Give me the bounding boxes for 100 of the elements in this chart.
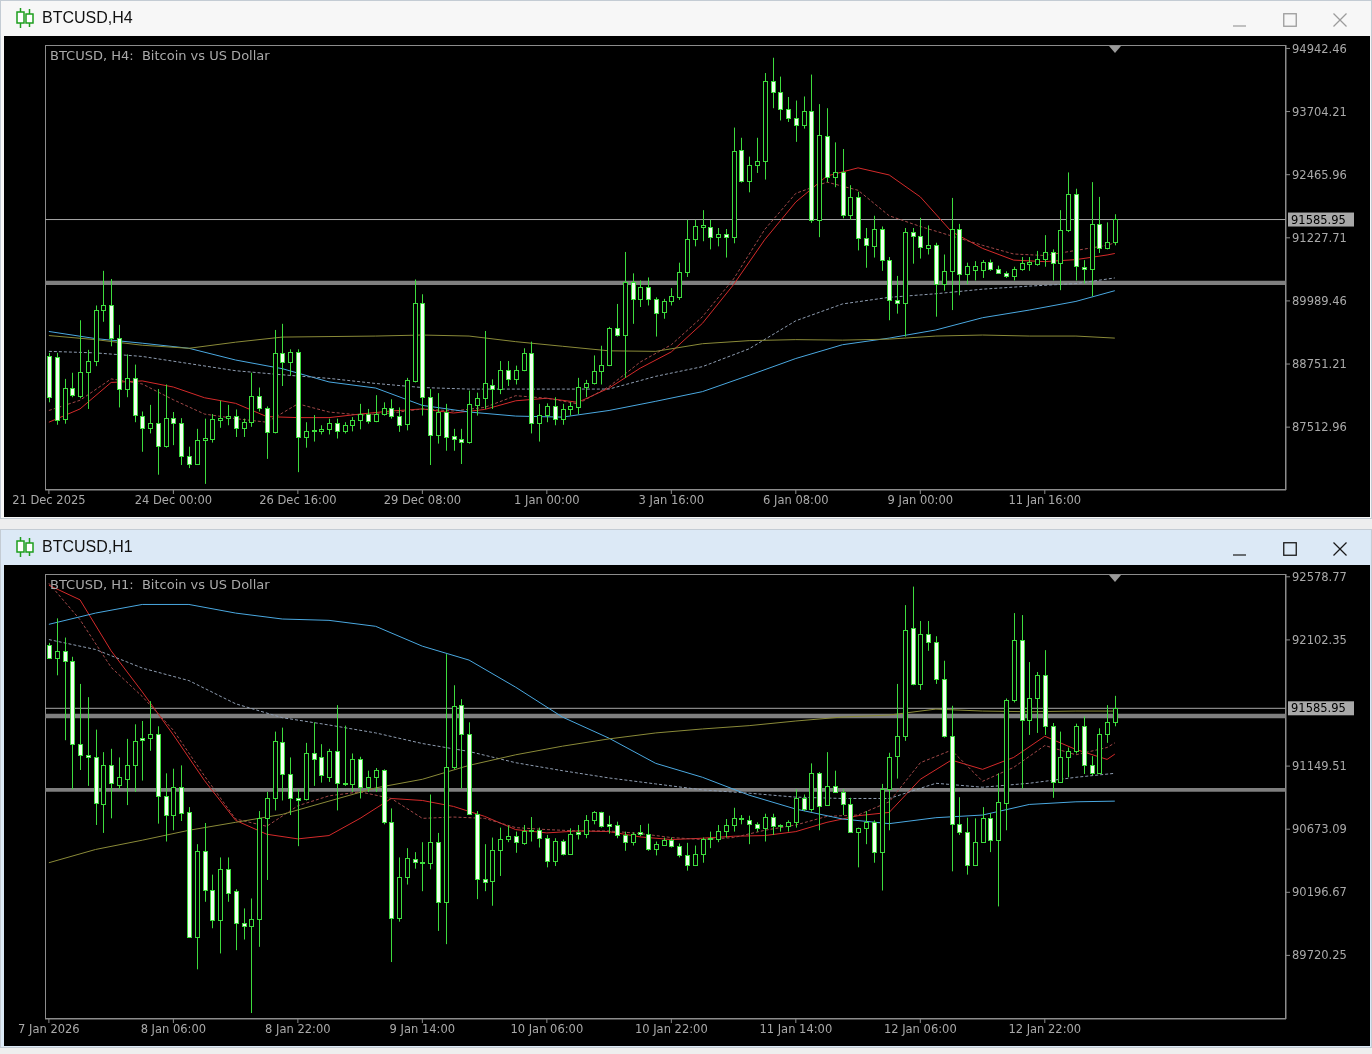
candlestick bbox=[490, 378, 495, 410]
candlestick bbox=[428, 794, 433, 870]
candlestick bbox=[553, 396, 558, 426]
x-tick-label: 9 Jan 14:00 bbox=[389, 1022, 456, 1037]
candlestick bbox=[568, 827, 573, 856]
x-tick-label: 3 Jan 16:00 bbox=[638, 493, 705, 508]
candlestick bbox=[716, 227, 721, 247]
candlestick bbox=[763, 813, 768, 843]
candlestick bbox=[498, 360, 503, 395]
candlestick bbox=[981, 806, 986, 843]
x-tick-label: 8 Jan 22:00 bbox=[265, 1022, 331, 1037]
candlestick bbox=[312, 721, 317, 787]
candlestick bbox=[164, 772, 169, 843]
y-tick-label: 89720.25 bbox=[1292, 948, 1347, 963]
candlestick bbox=[288, 756, 293, 816]
candlestick bbox=[187, 446, 192, 469]
candlestick bbox=[755, 137, 760, 174]
candlestick bbox=[265, 405, 270, 460]
candlestick bbox=[226, 404, 231, 426]
candlestick bbox=[545, 402, 550, 423]
candlestick bbox=[957, 796, 962, 836]
candlestick bbox=[405, 847, 410, 886]
candlestick bbox=[86, 696, 91, 787]
y-tick-label: 92102.35 bbox=[1292, 632, 1347, 647]
candlestick bbox=[778, 76, 783, 121]
x-tick-label: 29 Dec 08:00 bbox=[383, 493, 462, 508]
candlestick bbox=[794, 788, 799, 829]
chart-subtitle: BTCUSD, H1: Bitcoin vs US Dollar bbox=[50, 577, 270, 593]
candlestick bbox=[203, 418, 208, 485]
candlestick bbox=[242, 418, 247, 438]
x-tick-label: 10 Jan 22:00 bbox=[634, 1022, 708, 1037]
candlestick bbox=[965, 262, 970, 285]
candlestick bbox=[872, 215, 877, 259]
candlestick bbox=[1066, 747, 1071, 778]
chart-title: BTCUSD,H1 bbox=[42, 537, 133, 557]
candlestick bbox=[553, 837, 558, 867]
candlestick bbox=[78, 683, 83, 771]
candlestick bbox=[257, 387, 262, 412]
candlestick bbox=[101, 270, 106, 323]
x-tick-label: 11 Jan 16:00 bbox=[1008, 493, 1082, 508]
ref-line-label: 91585.95 bbox=[1291, 212, 1346, 227]
candlestick bbox=[343, 725, 348, 787]
y-tick-label: 91149.51 bbox=[1292, 759, 1347, 774]
candlestick bbox=[864, 227, 869, 269]
candlestick bbox=[506, 360, 511, 387]
candlestick bbox=[537, 827, 542, 848]
candlestick bbox=[140, 411, 145, 453]
x-tick-label: 12 Jan 22:00 bbox=[1008, 1022, 1082, 1037]
candlestick bbox=[1090, 755, 1095, 776]
candlestick bbox=[148, 700, 153, 752]
candlestick bbox=[358, 403, 363, 430]
candlestick bbox=[140, 720, 145, 782]
x-tick-label: 26 Dec 16:00 bbox=[259, 493, 337, 508]
candlestick bbox=[646, 276, 651, 306]
y-tick-label: 90673.09 bbox=[1292, 822, 1347, 837]
candlestick bbox=[296, 788, 301, 847]
candlestick bbox=[794, 100, 799, 143]
candlestick bbox=[646, 823, 651, 852]
candlestick bbox=[249, 897, 254, 1014]
candlestick bbox=[918, 217, 923, 260]
x-tick-label: 6 Jan 08:00 bbox=[763, 493, 829, 508]
candlestick bbox=[226, 856, 231, 903]
candlestick bbox=[786, 96, 791, 123]
candlestick bbox=[802, 95, 807, 130]
candlestick bbox=[841, 788, 846, 816]
candlestick bbox=[685, 842, 690, 872]
x-tick-label: 21 Dec 2025 bbox=[12, 493, 86, 508]
candlestick bbox=[514, 831, 519, 854]
candlestick bbox=[156, 388, 161, 476]
candlestick bbox=[942, 254, 947, 292]
candlestick bbox=[436, 392, 441, 445]
candlestick bbox=[397, 406, 402, 433]
x-tick-label: 7 Jan 2026 bbox=[18, 1022, 80, 1037]
candlestick bbox=[312, 414, 317, 443]
candlestick bbox=[280, 323, 285, 387]
candlestick bbox=[654, 296, 659, 338]
y-tick-label: 91227.71 bbox=[1292, 230, 1347, 245]
candlestick bbox=[584, 814, 589, 839]
candlestick bbox=[732, 807, 737, 833]
candlestick bbox=[319, 743, 324, 784]
candlestick bbox=[55, 617, 60, 676]
candlestick bbox=[70, 372, 75, 398]
candlestick bbox=[545, 834, 550, 868]
y-tick-label: 92465.96 bbox=[1292, 167, 1347, 182]
candlestick bbox=[623, 831, 628, 852]
candlestick bbox=[615, 303, 620, 338]
candlestick bbox=[109, 748, 114, 819]
line-series bbox=[48, 334, 1116, 352]
y-tick-label: 93704.21 bbox=[1292, 104, 1347, 119]
y-tick-label: 90196.67 bbox=[1292, 885, 1347, 900]
candlestick bbox=[483, 330, 488, 410]
candlestick bbox=[576, 377, 581, 415]
candlestick bbox=[335, 418, 340, 440]
y-tick-label: 92578.77 bbox=[1292, 569, 1347, 584]
candlestick bbox=[522, 824, 527, 846]
x-tick-label: 24 Dec 00:00 bbox=[134, 493, 213, 508]
candlestick bbox=[724, 818, 729, 839]
candlestick bbox=[117, 756, 122, 790]
candlestick bbox=[638, 280, 643, 308]
candlestick bbox=[218, 400, 223, 429]
